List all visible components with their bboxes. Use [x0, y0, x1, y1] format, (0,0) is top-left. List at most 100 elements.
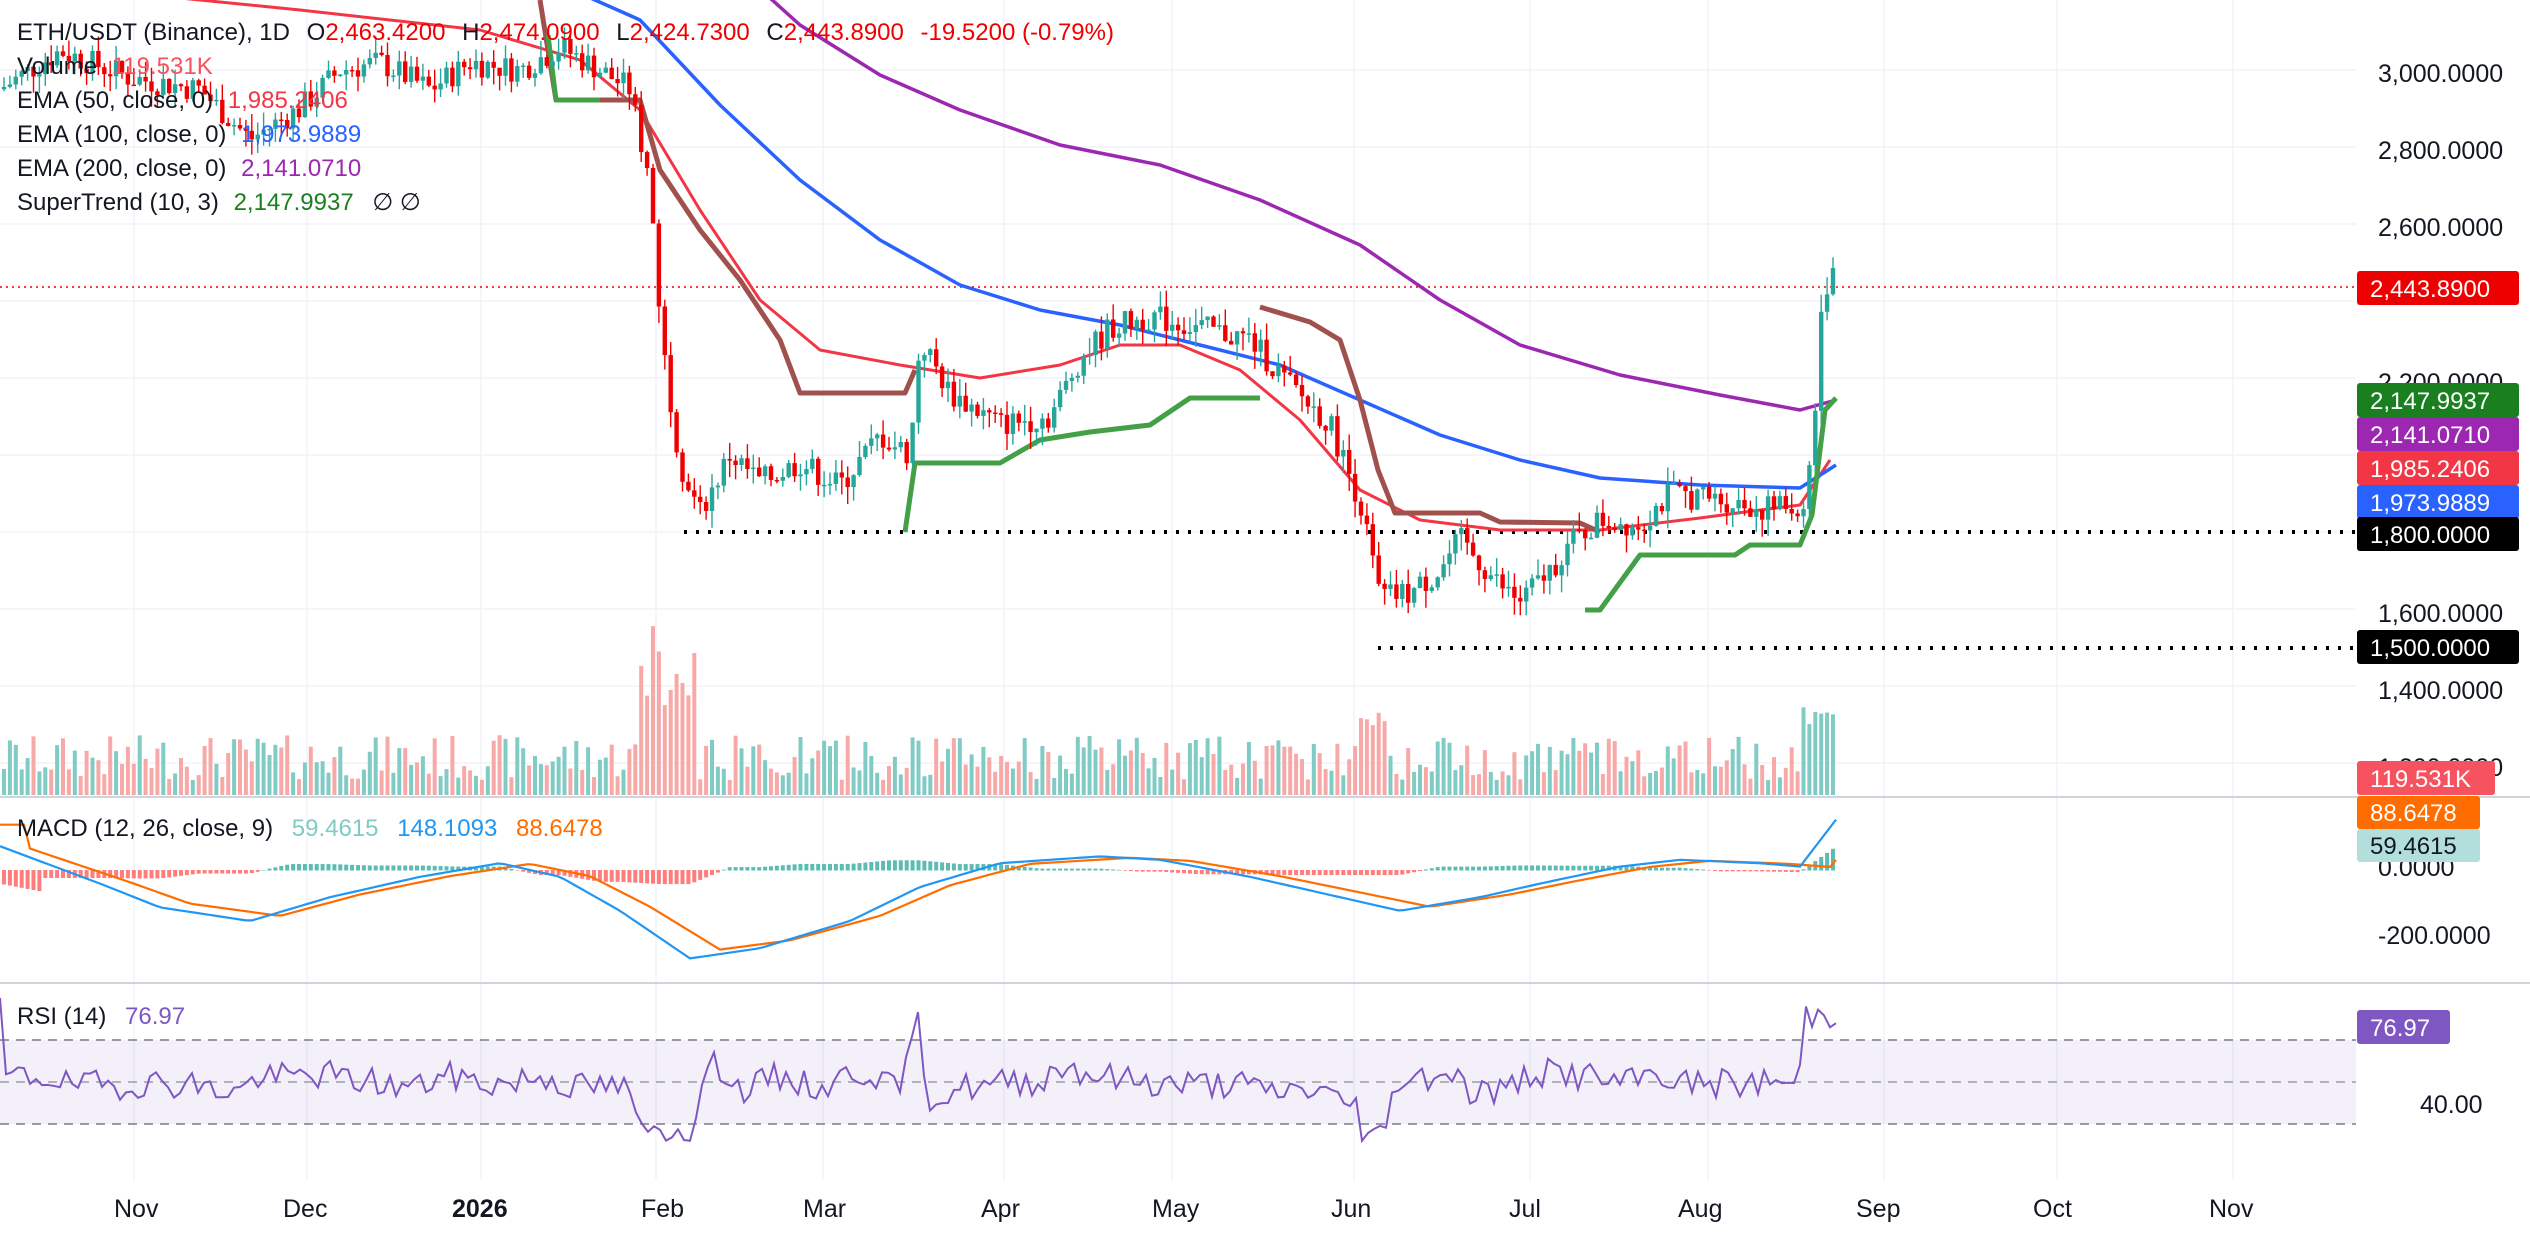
candle-body: [1240, 331, 1246, 334]
legend-ema50-row[interactable]: EMA (50, close, 0) 1,985.2406: [17, 87, 348, 114]
macd-histogram-bar: [1093, 868, 1098, 871]
candle-body: [1695, 489, 1700, 510]
price-axis[interactable]: 3,000.0000 2,800.0000 2,600.0000 2,200.0…: [2378, 60, 2503, 1119]
volume-bar: [592, 776, 596, 795]
candle-body: [1488, 575, 1493, 580]
last-price-tag: [2357, 271, 2519, 305]
volume-bar: [426, 773, 431, 795]
macd-histogram-bar: [916, 860, 921, 871]
candle-body: [261, 129, 266, 135]
candle-body: [1760, 509, 1765, 520]
legend-rsi-row[interactable]: RSI (14) 76.97: [17, 1003, 185, 1030]
legend-ema100-row[interactable]: EMA (100, close, 0) 1,973.9889: [17, 121, 361, 148]
legend-volume-row[interactable]: Volume 119.531K: [17, 53, 213, 80]
volume-bar: [2, 769, 6, 795]
candle-body: [113, 60, 119, 77]
macd-histogram-bar: [1205, 870, 1210, 875]
time-axis[interactable]: Nov Dec 2026 Feb Mar Apr May Jun Jul Aug…: [114, 1195, 2254, 1223]
macd-histogram-bar: [161, 870, 166, 879]
candle-body: [1364, 515, 1370, 525]
candle-body: [1299, 385, 1305, 397]
volume-bar: [326, 772, 331, 795]
candle-body: [1305, 396, 1311, 407]
macd-histogram-bar: [1518, 865, 1523, 871]
macd-signal-tag: [2357, 796, 2480, 829]
legend-symbol-row[interactable]: ETH/USDT (Binance), 1D O2,463.4200 H2,47…: [17, 19, 1114, 46]
candle-body: [1158, 306, 1163, 313]
rsi-tag: [2357, 1010, 2450, 1044]
candle-body: [869, 438, 874, 446]
macd-histogram-bar: [19, 870, 24, 888]
macd-histogram-bar: [179, 870, 183, 876]
volume-bar: [190, 779, 195, 795]
volume-bar: [727, 779, 732, 795]
volume-bar: [1530, 751, 1535, 795]
volume-bar: [1400, 779, 1405, 795]
candle-body: [1465, 528, 1470, 543]
macd-histogram-bar: [1034, 868, 1039, 871]
candle-body: [792, 463, 797, 477]
volume-bar: [845, 735, 850, 795]
candle-body: [762, 466, 768, 477]
candle-body: [503, 58, 508, 76]
legend-ema200-row[interactable]: EMA (200, close, 0) 2,141.0710: [17, 155, 361, 182]
volume-bar: [828, 746, 832, 795]
volume-bar: [131, 763, 136, 795]
rsi-tag-text: 76.97: [2370, 1015, 2430, 1042]
volume-bar: [356, 778, 360, 795]
candle-body: [108, 74, 113, 77]
candle-body: [945, 381, 951, 389]
candle-body: [1807, 465, 1812, 510]
candle-body: [1559, 565, 1564, 576]
candle-body: [757, 467, 762, 477]
volume-bar: [1435, 741, 1440, 795]
candle-body: [31, 66, 36, 77]
macd-histogram-bar: [1441, 866, 1446, 871]
macd-histogram-bar: [261, 869, 266, 871]
candle-body: [1459, 528, 1464, 535]
volume-bar: [1683, 741, 1688, 795]
legend-macd-row[interactable]: MACD (12, 26, close, 9) 59.4615 148.1093…: [17, 815, 603, 842]
macd-histogram-bar: [1730, 870, 1735, 872]
macd-histogram-bar: [1831, 848, 1835, 871]
volume-bar: [993, 771, 998, 795]
volume-bar: [1134, 737, 1139, 795]
volume-bar: [485, 766, 490, 795]
candle-body: [1630, 527, 1635, 536]
candle-body: [285, 119, 290, 129]
volume-bar: [1813, 712, 1818, 795]
volume-bar: [733, 735, 738, 795]
candle-body: [1347, 449, 1352, 474]
macd-histogram-bar: [1134, 870, 1139, 872]
candle-body: [916, 360, 921, 423]
macd-histogram-bar: [1005, 864, 1009, 871]
volume-bar: [1718, 766, 1723, 795]
volume-bar: [1624, 756, 1629, 795]
volume-bar: [1359, 718, 1363, 795]
volume-bar: [1795, 771, 1800, 795]
macd-histogram-bar: [7, 870, 12, 886]
macd-histogram-bar: [1488, 866, 1493, 871]
volume-bar: [297, 779, 301, 795]
candle-body: [1046, 418, 1051, 428]
candle-body: [603, 67, 608, 73]
candle-body: [580, 53, 585, 71]
volume-bar: [78, 775, 83, 795]
candle-body: [1712, 493, 1718, 499]
volume-bar: [857, 770, 862, 795]
macd-histogram-bar: [61, 870, 65, 878]
candle-body: [839, 472, 844, 478]
candle-body: [1730, 508, 1735, 513]
volume-bar: [285, 735, 290, 795]
legend-supertrend-row[interactable]: SuperTrend (10, 3) 2,147.9937 ∅ ∅: [17, 189, 421, 216]
volume-bar: [1595, 742, 1599, 795]
macd-histogram-bar: [1536, 865, 1540, 871]
candle-body: [1547, 564, 1552, 581]
candle-body: [1311, 406, 1316, 408]
volume-bar: [1577, 750, 1582, 795]
macd-histogram-bar: [302, 864, 307, 871]
volume-bar: [1447, 742, 1452, 795]
candle-body: [290, 108, 296, 129]
macd-histogram-bar: [137, 870, 142, 879]
